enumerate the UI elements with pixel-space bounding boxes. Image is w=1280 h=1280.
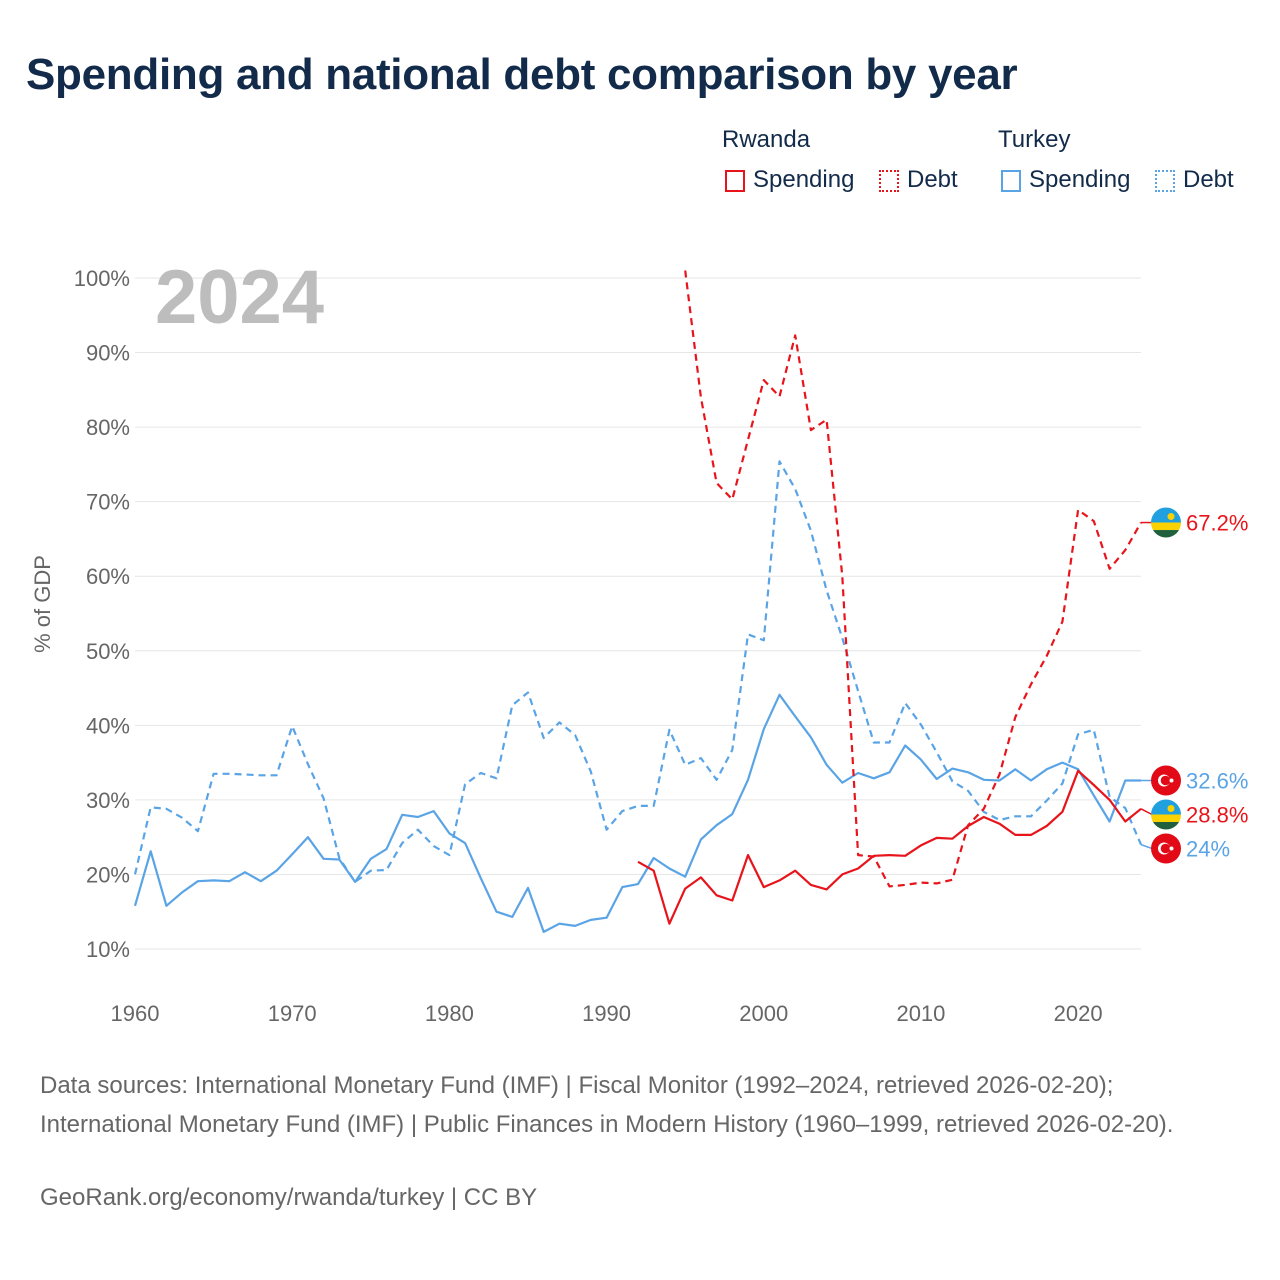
x-tick-label: 2010 [896,1001,945,1026]
y-tick-label: 70% [86,490,130,515]
turkey-flag-icon [1151,765,1181,796]
legend-turkey-debt-label[interactable]: Debt [1183,166,1234,193]
chart-title: Spending and national debt comparison by… [26,50,1018,99]
y-tick-label: 60% [86,564,130,589]
end-label-leader [1140,808,1153,816]
footer-sources: Data sources: International Monetary Fun… [40,1072,1174,1138]
rwanda-flag-icon [1151,799,1181,830]
y-tick-label: 20% [86,862,130,887]
y-tick-label: 90% [86,341,130,366]
x-tick-label: 2000 [739,1001,788,1026]
legend-turkey-spending-label[interactable]: Spending [1029,166,1131,193]
x-tick-label: 1970 [268,1001,317,1026]
legend-turkey-heading: Turkey [998,126,1071,153]
end-value-label: 28.8% [1186,803,1248,828]
line-chart: 10% 20% 30% 40% 50% 60% 70% 80% 90% 100% 1960 1970 1… [30,255,1248,1026]
y-axis-label: % of GDP [30,555,55,653]
end-value-label: 32.6% [1186,769,1248,794]
legend-rwanda-debt-swatch[interactable] [879,170,899,192]
y-tick-label: 80% [86,415,130,440]
x-tick-label: 1960 [111,1001,160,1026]
series-line-turkey-debt[interactable] [133,460,1143,884]
y-tick-label: 50% [86,639,130,664]
y-tick-label: 40% [86,713,130,738]
legend-turkey-debt-swatch[interactable] [1155,170,1175,192]
x-tick-label: 1990 [582,1001,631,1026]
legend-rwanda-spending-label[interactable]: Spending [753,166,855,193]
legend-rwanda-debt-label[interactable]: Debt [907,166,958,193]
end-label-leader [1140,843,1153,850]
legend-rwanda-heading: Rwanda [722,126,811,153]
series-line-rwanda-spending[interactable] [637,769,1142,925]
series-line-rwanda-debt[interactable] [684,270,1142,888]
turkey-flag-icon [1151,833,1181,864]
y-tick-label: 100% [74,266,130,291]
year-watermark: 2024 [155,255,324,340]
legend-turkey-spending-swatch[interactable] [1001,170,1021,192]
footer-link[interactable]: GeoRank.org/economy/rwanda/turkey | CC B… [40,1184,538,1211]
legend-rwanda-spending-swatch[interactable] [725,170,745,192]
y-tick-label: 10% [86,937,130,962]
x-tick-label: 2020 [1054,1001,1103,1026]
end-value-label: 67.2% [1186,511,1248,536]
x-tick-label: 1980 [425,1001,474,1026]
series-line-turkey-spending[interactable] [133,693,1141,934]
rwanda-flag-icon [1151,507,1181,538]
y-tick-label: 30% [86,788,130,813]
end-value-label: 24% [1186,837,1230,862]
